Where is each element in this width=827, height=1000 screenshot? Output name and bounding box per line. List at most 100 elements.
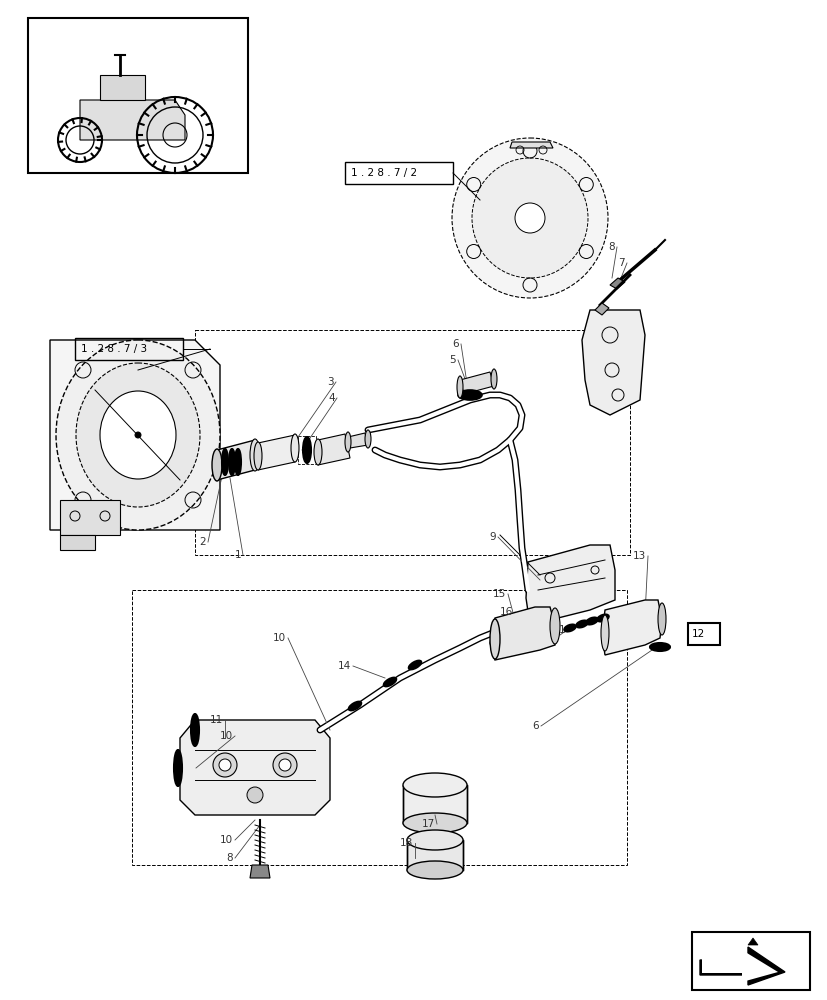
Ellipse shape [407, 830, 462, 850]
Polygon shape [525, 545, 614, 625]
Ellipse shape [549, 608, 559, 644]
Text: 4: 4 [328, 393, 335, 403]
Circle shape [135, 432, 141, 438]
Polygon shape [595, 303, 609, 315]
Polygon shape [609, 278, 624, 289]
Text: 10: 10 [220, 731, 232, 741]
Polygon shape [699, 947, 784, 985]
Ellipse shape [383, 678, 396, 686]
Text: 12: 12 [691, 629, 705, 639]
Text: 6: 6 [532, 721, 538, 731]
Polygon shape [80, 100, 184, 140]
Ellipse shape [471, 158, 587, 278]
Polygon shape [258, 435, 294, 470]
Ellipse shape [457, 390, 481, 400]
Ellipse shape [222, 449, 227, 475]
Circle shape [246, 787, 263, 803]
Text: 7: 7 [618, 258, 624, 268]
Ellipse shape [235, 449, 241, 475]
Polygon shape [701, 950, 777, 982]
Polygon shape [747, 938, 757, 945]
Polygon shape [509, 142, 552, 148]
Ellipse shape [250, 439, 260, 471]
Ellipse shape [254, 442, 261, 470]
Text: 1: 1 [557, 625, 564, 635]
Text: 8: 8 [226, 853, 232, 863]
Ellipse shape [303, 437, 311, 463]
Polygon shape [601, 600, 662, 655]
Bar [403, 785, 466, 823]
Polygon shape [490, 607, 554, 660]
Ellipse shape [563, 625, 575, 631]
Bar [298, 436, 316, 464]
Text: 17: 17 [421, 819, 434, 829]
Ellipse shape [649, 643, 669, 651]
Text: 1: 1 [234, 550, 241, 560]
Polygon shape [60, 500, 120, 535]
Ellipse shape [403, 773, 466, 797]
Polygon shape [100, 75, 145, 100]
Text: 10: 10 [273, 633, 285, 643]
Ellipse shape [229, 449, 235, 475]
Bar [407, 840, 462, 870]
Ellipse shape [452, 138, 607, 298]
Ellipse shape [490, 369, 496, 389]
Bar [75, 338, 183, 360]
Ellipse shape [174, 750, 182, 786]
Ellipse shape [490, 619, 500, 659]
Polygon shape [581, 310, 644, 415]
Text: 8: 8 [608, 242, 614, 252]
Ellipse shape [514, 203, 544, 233]
Text: 6: 6 [452, 339, 458, 349]
Polygon shape [318, 434, 350, 465]
Ellipse shape [403, 813, 466, 833]
Ellipse shape [100, 391, 176, 479]
Ellipse shape [191, 714, 198, 746]
Text: 13: 13 [632, 551, 645, 561]
Text: 9: 9 [489, 532, 495, 542]
Ellipse shape [596, 615, 608, 621]
Bar [691, 932, 809, 990]
Bar [28, 18, 248, 173]
Ellipse shape [457, 376, 462, 398]
Circle shape [279, 759, 290, 771]
Circle shape [218, 759, 231, 771]
Polygon shape [460, 372, 494, 394]
Text: 1 . 2 8 . 7 / 3: 1 . 2 8 . 7 / 3 [81, 344, 147, 354]
Text: 5: 5 [449, 355, 456, 365]
Text: 18: 18 [399, 838, 413, 848]
Ellipse shape [407, 861, 462, 879]
Ellipse shape [290, 434, 299, 462]
Ellipse shape [576, 621, 587, 627]
Ellipse shape [56, 340, 220, 530]
Polygon shape [217, 440, 255, 480]
Polygon shape [50, 340, 220, 530]
Polygon shape [347, 433, 367, 448]
Bar [345, 162, 452, 184]
Text: 2: 2 [199, 537, 206, 547]
Ellipse shape [409, 661, 421, 669]
Bar [131, 590, 626, 865]
Ellipse shape [348, 702, 361, 710]
Text: 15: 15 [492, 589, 505, 599]
Circle shape [273, 753, 297, 777]
Ellipse shape [345, 432, 351, 452]
Ellipse shape [657, 603, 665, 635]
Ellipse shape [313, 439, 322, 465]
Text: 14: 14 [337, 661, 351, 671]
Ellipse shape [212, 449, 222, 481]
Ellipse shape [76, 363, 200, 507]
Text: 10: 10 [220, 835, 232, 845]
Bar [195, 330, 629, 555]
Polygon shape [60, 535, 95, 550]
Text: 11: 11 [209, 715, 222, 725]
Circle shape [213, 753, 237, 777]
Text: 16: 16 [500, 607, 513, 617]
Polygon shape [179, 720, 330, 815]
Text: 1 . 2 8 . 7 / 2: 1 . 2 8 . 7 / 2 [351, 168, 417, 178]
Ellipse shape [365, 430, 370, 448]
Polygon shape [250, 865, 270, 878]
Text: 3: 3 [327, 377, 333, 387]
Ellipse shape [600, 615, 609, 651]
Ellipse shape [586, 618, 597, 624]
